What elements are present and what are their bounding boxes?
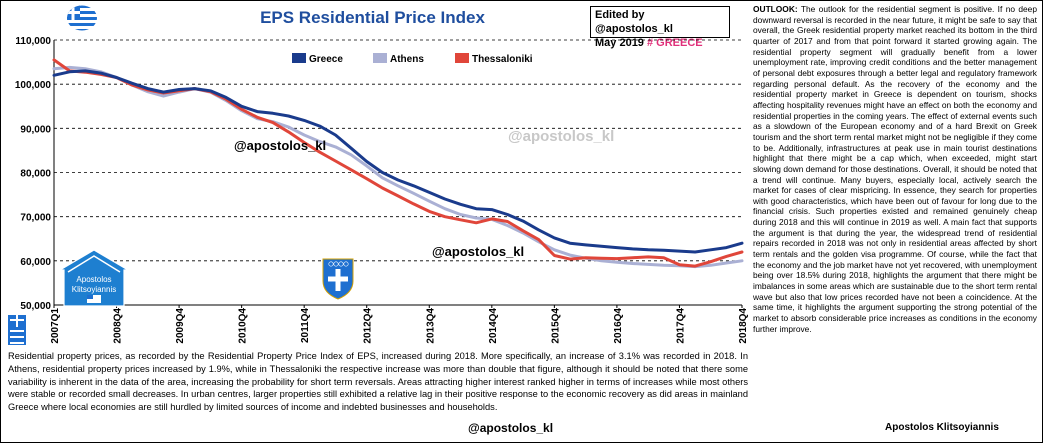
logo-line-2: Klitsoyiannis <box>72 285 116 294</box>
ghost-watermark: @apostolos_kl <box>508 128 614 145</box>
x-tick-label: 2012Q4 <box>363 308 374 344</box>
y-tick-label: 80,000 <box>20 169 51 180</box>
x-tick-label: 2007Q1 <box>50 308 61 344</box>
legend-label-thessaloniki: Thessaloniki <box>472 54 533 65</box>
grid-lines <box>54 40 742 261</box>
line-chart: 50,000 60,000 70,000 80,000 90,000 100,000 110… <box>0 30 750 350</box>
legend-swatch-thessaloniki <box>455 53 469 63</box>
x-tick-label: 2008Q4 <box>113 308 124 344</box>
series-lines <box>54 60 742 267</box>
greek-flag-side-icon <box>8 315 26 345</box>
logo-line-1: Apostolos <box>76 275 111 284</box>
legend: Greece Athens Thessaloniki <box>292 53 533 65</box>
x-tick-label: 2014Q4 <box>488 308 499 344</box>
y-tick-label: 60,000 <box>20 257 51 268</box>
x-tick-label: 2009Q4 <box>175 308 186 344</box>
legend-label-greece: Greece <box>309 54 343 65</box>
legend-swatch-greece <box>292 53 306 63</box>
x-tick-label: 2018Q4 <box>738 308 749 344</box>
outlook-label: OUTLOOK: <box>753 4 798 14</box>
x-tick-label: 2011Q4 <box>300 308 311 343</box>
y-tick-label: 110,000 <box>15 36 51 47</box>
x-tick-label: 2017Q4 <box>675 308 686 344</box>
x-tick-label: 2015Q4 <box>550 308 561 344</box>
bottom-watermark: @apostolos_kl <box>468 421 553 435</box>
y-tick-label: 70,000 <box>20 213 51 224</box>
x-tick-label: 2013Q4 <box>425 308 436 344</box>
legend-label-athens: Athens <box>390 54 424 65</box>
x-tick-label: 2010Q4 <box>238 308 249 344</box>
chart-watermark-2: @apostolos_kl <box>432 244 524 259</box>
outlook-text: OUTLOOK: The outlook for the residential… <box>753 4 1037 334</box>
y-tick-label: 100,000 <box>15 80 52 91</box>
series-line-greece <box>54 71 742 252</box>
x-axis-ticks: 2007Q1 2008Q4 2009Q4 2010Q4 2011Q4 2012Q4 2013… <box>50 305 749 344</box>
author-logo: Apostolos Klitsoyiannis <box>60 250 128 306</box>
y-axis-ticks: 50,000 60,000 70,000 80,000 90,000 100,000 110… <box>15 36 52 312</box>
author-name: Apostolos Klitsoyiannis <box>885 422 999 433</box>
chart-watermark-1: @apostolos_kl <box>234 138 326 153</box>
greek-emblem-icon <box>323 259 353 299</box>
y-tick-label: 90,000 <box>20 124 51 135</box>
x-tick-label: 2016Q4 <box>613 308 624 344</box>
summary-text: Residential property prices, as recorded… <box>8 350 748 414</box>
y-tick-label: 50,000 <box>20 301 51 312</box>
series-line-athens <box>54 67 742 266</box>
legend-swatch-athens <box>373 53 387 63</box>
outlook-body: The outlook for the residential segment … <box>753 4 1037 334</box>
